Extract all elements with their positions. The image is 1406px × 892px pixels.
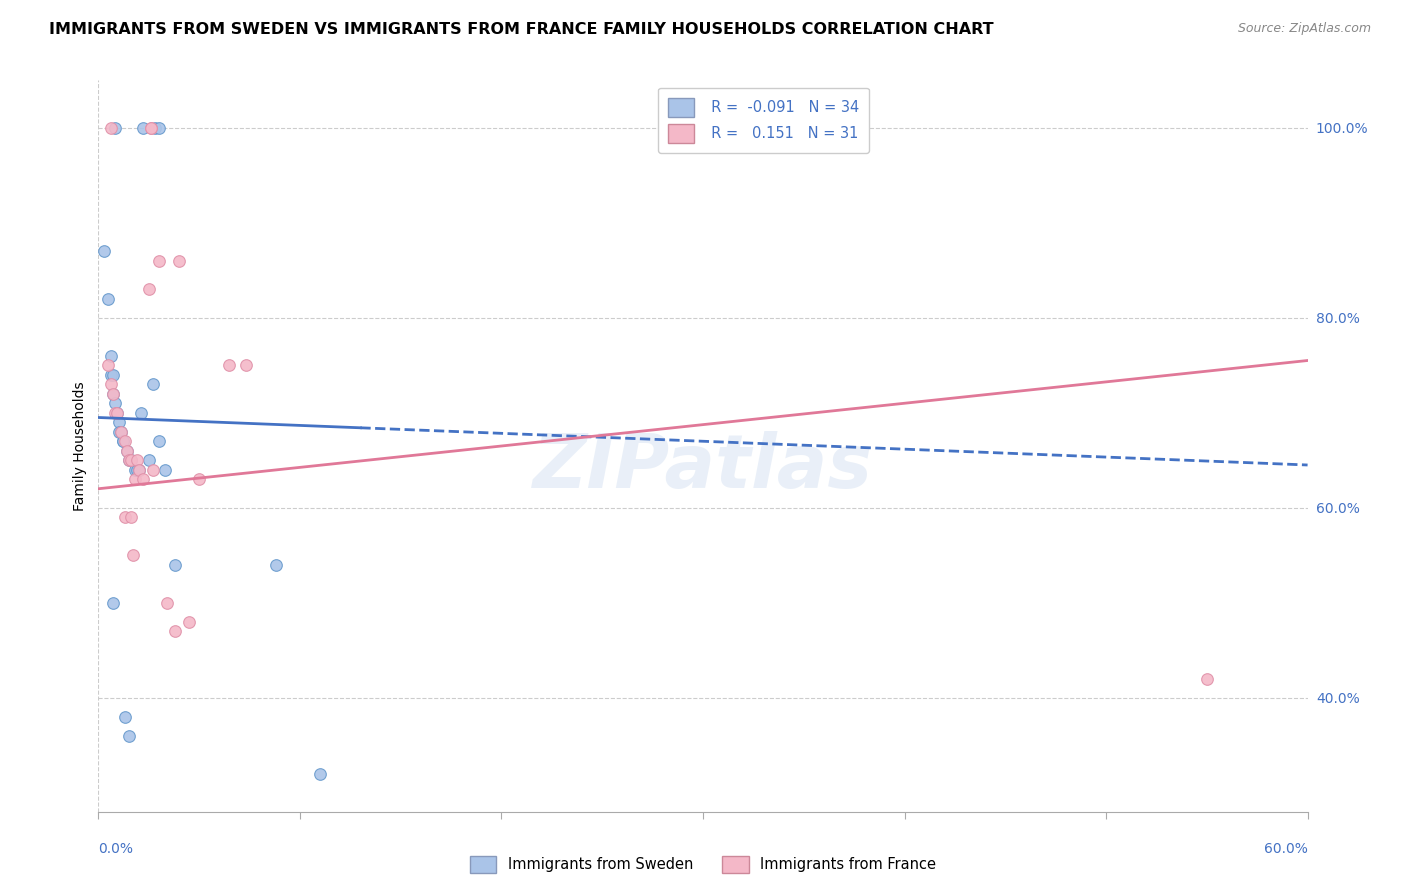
Point (103, 120, 125, 135)
Point (97, 292, 120, 306)
Legend: Immigrants from Sweden, Immigrants from France: Immigrants from Sweden, Immigrants from … (463, 849, 943, 880)
Point (132, 120, 155, 135)
Point (100, 377, 122, 392)
Point (156, 596, 179, 610)
Point (107, 415, 129, 429)
Point (105, 406, 128, 420)
Point (124, 472, 146, 486)
Point (101, 386, 124, 401)
Point (101, 368, 124, 382)
Text: IMMIGRANTS FROM SWEDEN VS IMMIGRANTS FROM FRANCE FAMILY HOUSEHOLDS CORRELATION C: IMMIGRANTS FROM SWEDEN VS IMMIGRANTS FRO… (49, 22, 994, 37)
Point (101, 386, 124, 401)
Point (93, 244, 115, 259)
Point (128, 463, 150, 477)
Y-axis label: Family Households: Family Households (73, 381, 87, 511)
Point (97, 358, 120, 372)
Point (218, 358, 240, 372)
Point (125, 463, 148, 477)
Point (118, 453, 141, 467)
Point (120, 510, 142, 524)
Text: ZIPatlas: ZIPatlas (533, 432, 873, 505)
Point (167, 253, 190, 268)
Point (101, 596, 124, 610)
Point (103, 396, 125, 410)
Point (114, 710, 136, 724)
Point (103, 406, 125, 420)
Point (235, 358, 257, 372)
Point (115, 443, 138, 458)
Point (139, 120, 162, 135)
Point (179, 615, 201, 629)
Point (100, 368, 122, 382)
Point (142, 377, 165, 392)
Point (105, 406, 128, 420)
Point (138, 282, 160, 296)
Point (120, 453, 142, 467)
Point (148, 253, 170, 268)
Point (148, 120, 170, 135)
Point (188, 472, 211, 486)
Point (120, 453, 142, 467)
Point (153, 463, 176, 477)
Point (110, 425, 132, 439)
Point (124, 463, 146, 477)
Point (114, 434, 136, 449)
Text: 0.0%: 0.0% (98, 842, 134, 856)
Point (163, 624, 186, 639)
Point (148, 434, 170, 449)
Point (309, 766, 332, 780)
Point (100, 349, 122, 363)
Point (100, 120, 122, 135)
Point (138, 453, 160, 467)
Point (114, 510, 136, 524)
Point (118, 453, 141, 467)
Point (107, 425, 129, 439)
Point (121, 548, 143, 562)
Point (128, 463, 150, 477)
Point (163, 558, 186, 572)
Point (110, 425, 132, 439)
Text: 60.0%: 60.0% (1264, 842, 1308, 856)
Text: Source: ZipAtlas.com: Source: ZipAtlas.com (1237, 22, 1371, 36)
Point (139, 120, 162, 135)
Legend:   R =  -0.091   N = 34,   R =   0.151   N = 31: R = -0.091 N = 34, R = 0.151 N = 31 (658, 87, 869, 153)
Point (125, 453, 148, 467)
Point (132, 472, 155, 486)
Point (111, 434, 134, 449)
Point (118, 729, 141, 743)
Point (129, 406, 152, 420)
Point (143, 120, 166, 135)
Point (1195, 672, 1218, 686)
Point (115, 443, 138, 458)
Point (111, 434, 134, 449)
Point (142, 463, 165, 477)
Point (264, 558, 287, 572)
